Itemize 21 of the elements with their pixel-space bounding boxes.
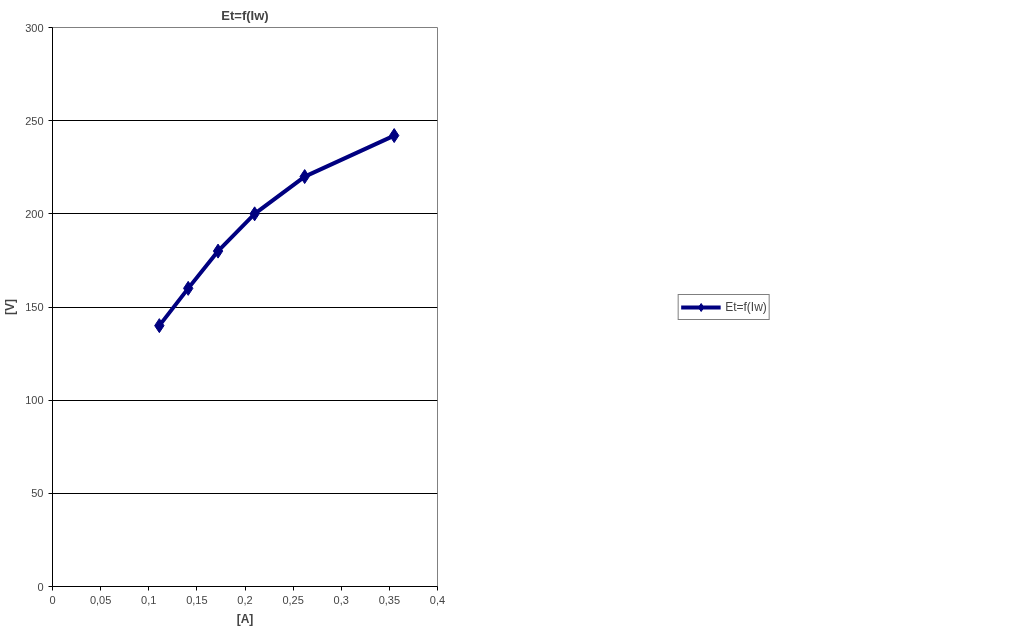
x-tick-label: 0,1	[141, 593, 157, 606]
legend-label: Et=f(Iw)	[725, 299, 767, 314]
x-tick-label: 0,25	[282, 593, 304, 606]
y-tick-label: 50	[31, 487, 44, 500]
x-tick-label: 0	[49, 593, 56, 606]
x-tick-label: 0,15	[186, 593, 208, 606]
x-tick-label: 0,35	[378, 593, 401, 606]
y-tick-label: 200	[25, 207, 44, 220]
y-tick-label: 150	[25, 301, 44, 313]
y-tick-label: 0	[37, 580, 44, 593]
x-tick-label: 0,3	[333, 593, 349, 606]
y-tick-label: 250	[25, 114, 44, 127]
x-tick-label: 0,4	[429, 593, 446, 606]
x-tick-label: 0,05	[89, 593, 112, 606]
y-axis-title: [V]	[3, 299, 18, 315]
x-axis-title: [A]	[236, 611, 254, 626]
x-tick-label: 0,2	[237, 593, 253, 606]
y-tick-label: 100	[25, 394, 44, 407]
y-tick-label: 300	[25, 21, 44, 34]
chart-title: Et=f(Iw)	[221, 7, 269, 23]
point	[212, 243, 224, 259]
